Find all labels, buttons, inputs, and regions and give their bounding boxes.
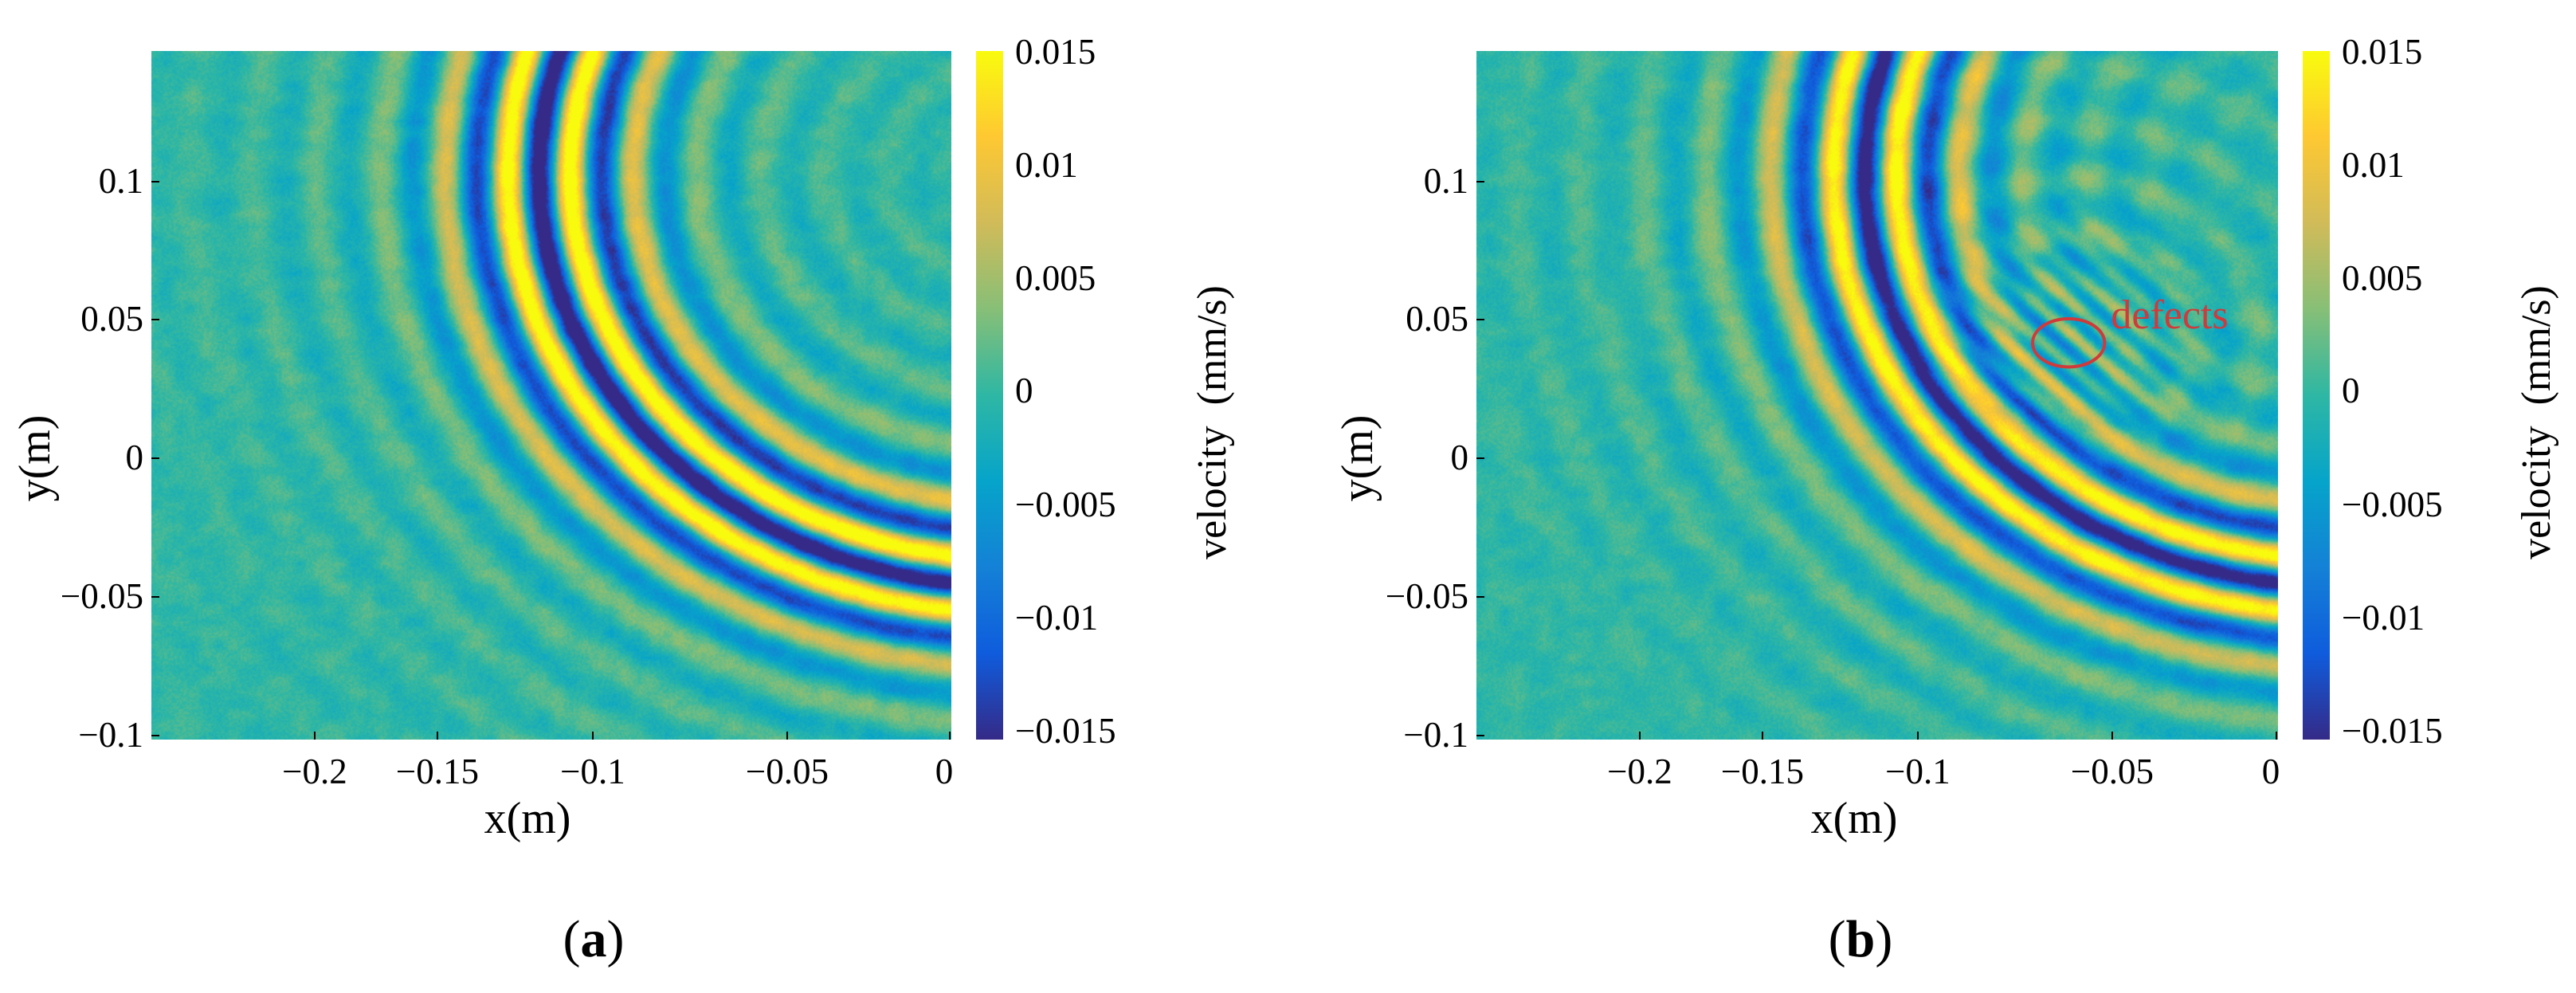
ytick-label-a-4: −0.1 — [78, 715, 143, 755]
ytick-label-b-2: 0 — [1451, 438, 1469, 477]
ytick-label-b-1: 0.05 — [1406, 299, 1468, 339]
cbtick-label-a-5: −0.01 — [1015, 598, 1098, 638]
ytick-label-b-3: −0.05 — [1386, 576, 1468, 616]
cbtick-label-b-3: 0 — [2342, 371, 2360, 410]
panel-a: 0.1 0.05 0 −0.05 −0.1 −0.2 −0.15 −0.1 −0… — [10, 32, 1235, 968]
colorbar-label-a: velocity (mm/s) — [1190, 285, 1235, 559]
xtick-label-a-3: −0.05 — [746, 752, 829, 791]
xtick-label-a-0: −0.2 — [282, 752, 347, 791]
xtick-label-b-3: −0.05 — [2071, 752, 2154, 791]
cbtick-label-a-4: −0.005 — [1015, 485, 1116, 524]
colorbar-a — [976, 51, 1003, 740]
ylabel-b: y(m) — [1333, 415, 1382, 502]
ytick-label-b-0: 0.1 — [1424, 161, 1468, 201]
xlabel-b: x(m) — [1811, 794, 1898, 843]
ytick-label-b-4: −0.1 — [1403, 715, 1468, 755]
xtick-label-b-0: −0.2 — [1607, 752, 1672, 791]
xlabel-a: x(m) — [484, 794, 571, 843]
xtick-label-b-1: −0.15 — [1721, 752, 1804, 791]
cbtick-label-b-5: −0.01 — [2342, 598, 2425, 638]
xtick-label-a-1: −0.15 — [396, 752, 479, 791]
xtick-label-a-2: −0.1 — [560, 752, 625, 791]
cbtick-label-b-1: 0.01 — [2342, 145, 2405, 185]
defect-marker — [2031, 317, 2107, 369]
ylabel-a: y(m) — [10, 415, 60, 502]
ytick-label-a-1: 0.05 — [80, 299, 143, 339]
cbtick-label-a-1: 0.01 — [1015, 145, 1078, 185]
heatmap-b — [1476, 51, 2278, 740]
panel-label-b: (b) — [1829, 910, 1893, 968]
colorbar-label-b: velocity (mm/s) — [2514, 285, 2559, 559]
cbtick-label-a-3: 0 — [1015, 371, 1033, 410]
colorbar-b — [2303, 51, 2330, 740]
panel-b: defects 0.1 0.05 0 −0.05 −0.1 −0.2 −0.15… — [1333, 32, 2559, 968]
cbtick-label-b-2: 0.005 — [2342, 258, 2422, 298]
cbtick-label-b-0: 0.015 — [2342, 32, 2422, 72]
xtick-label-b-4: 0 — [2262, 752, 2280, 791]
defect-label: defects — [2111, 292, 2228, 338]
xtick-label-b-2: −0.1 — [1885, 752, 1951, 791]
cbtick-label-a-2: 0.005 — [1015, 258, 1096, 298]
cbtick-label-a-0: 0.015 — [1015, 32, 1096, 72]
ytick-label-a-0: 0.1 — [99, 161, 143, 201]
cbtick-label-b-4: −0.005 — [2342, 485, 2443, 524]
ytick-label-a-3: −0.05 — [61, 576, 143, 616]
heatmap-a — [151, 51, 951, 740]
panel-label-a: (a) — [563, 910, 625, 968]
xtick-label-a-4: 0 — [935, 752, 954, 791]
cbtick-label-a-6: −0.015 — [1015, 711, 1116, 751]
cbtick-label-b-6: −0.015 — [2342, 711, 2443, 751]
ytick-label-a-2: 0 — [126, 438, 144, 477]
